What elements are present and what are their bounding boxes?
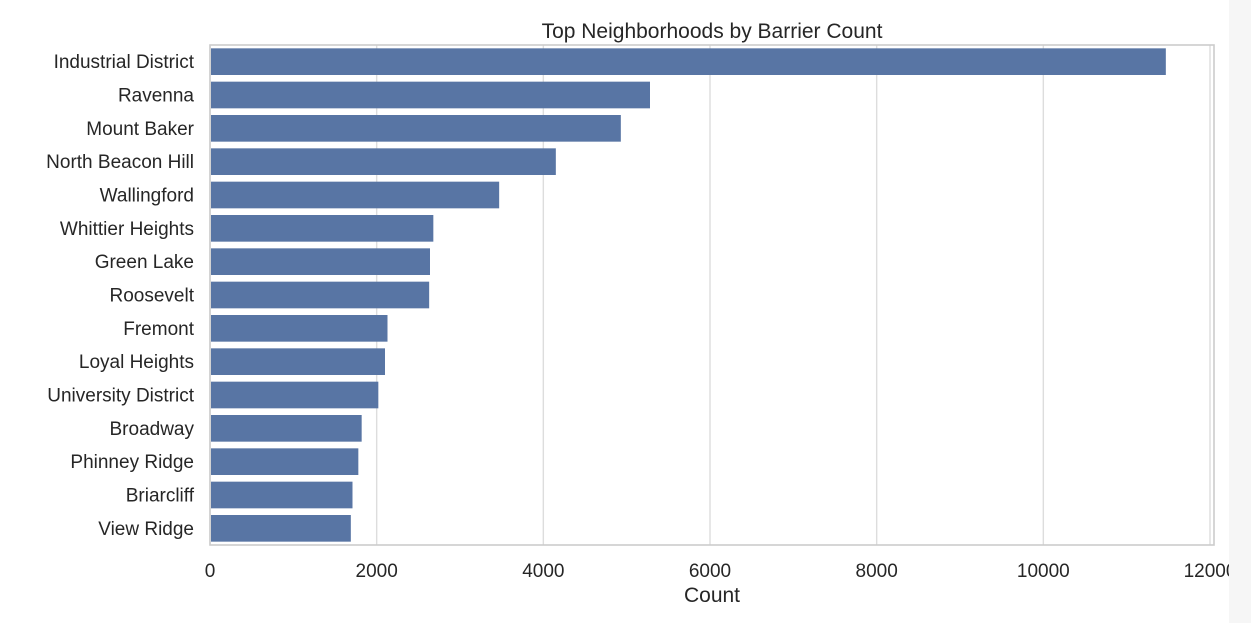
x-tick-label: 6000 bbox=[689, 561, 731, 582]
bar bbox=[211, 315, 388, 342]
bar bbox=[211, 248, 430, 275]
x-tick-label: 10000 bbox=[1017, 561, 1070, 582]
y-tick-label: Loyal Heights bbox=[79, 352, 194, 373]
y-tick-label: Fremont bbox=[123, 319, 194, 340]
bar bbox=[211, 148, 556, 175]
y-tick-label: Roosevelt bbox=[110, 286, 195, 307]
x-tick-label: 4000 bbox=[522, 561, 564, 582]
y-tick-labels: Industrial District Ravenna Mount Baker Nor… bbox=[46, 52, 195, 540]
right-edge-panel bbox=[1229, 0, 1251, 623]
plot-area-frame bbox=[209, 44, 1215, 546]
y-tick-label: University District bbox=[47, 386, 194, 407]
x-tick-label: 2000 bbox=[356, 561, 398, 582]
bar bbox=[211, 215, 434, 242]
y-tick-label: Ravenna bbox=[118, 86, 194, 107]
bar bbox=[211, 81, 650, 109]
y-tick-label: Industrial District bbox=[54, 52, 195, 73]
x-tick-label: 0 bbox=[205, 561, 216, 582]
bar bbox=[211, 448, 359, 475]
bar bbox=[211, 481, 353, 509]
y-tick-label: Broadway bbox=[110, 419, 195, 440]
bar bbox=[211, 181, 500, 209]
bar bbox=[211, 415, 362, 442]
bar bbox=[211, 515, 351, 542]
bar bbox=[211, 115, 621, 142]
y-tick-label: Mount Baker bbox=[86, 119, 194, 140]
bar bbox=[211, 281, 430, 309]
bars-group bbox=[211, 48, 1166, 542]
chart-title: Top Neighborhoods by Barrier Count bbox=[542, 20, 883, 43]
y-tick-label: Green Lake bbox=[95, 252, 194, 273]
x-tick-label: 8000 bbox=[856, 561, 898, 582]
y-tick-label: View Ridge bbox=[98, 519, 194, 540]
y-tick-label: Whittier Heights bbox=[60, 219, 194, 240]
x-tick-labels: 0 2000 4000 6000 8000 10000 12000 bbox=[205, 561, 1237, 582]
bar bbox=[211, 48, 1166, 75]
bar bbox=[211, 381, 379, 409]
x-tick-label: 12000 bbox=[1184, 561, 1237, 582]
x-axis-label: Count bbox=[684, 584, 740, 607]
y-tick-label: Briarcliff bbox=[126, 486, 195, 507]
y-tick-label: Phinney Ridge bbox=[70, 452, 194, 473]
y-tick-label: North Beacon Hill bbox=[46, 152, 194, 173]
bar bbox=[211, 348, 385, 375]
y-tick-label: Wallingford bbox=[100, 186, 194, 207]
